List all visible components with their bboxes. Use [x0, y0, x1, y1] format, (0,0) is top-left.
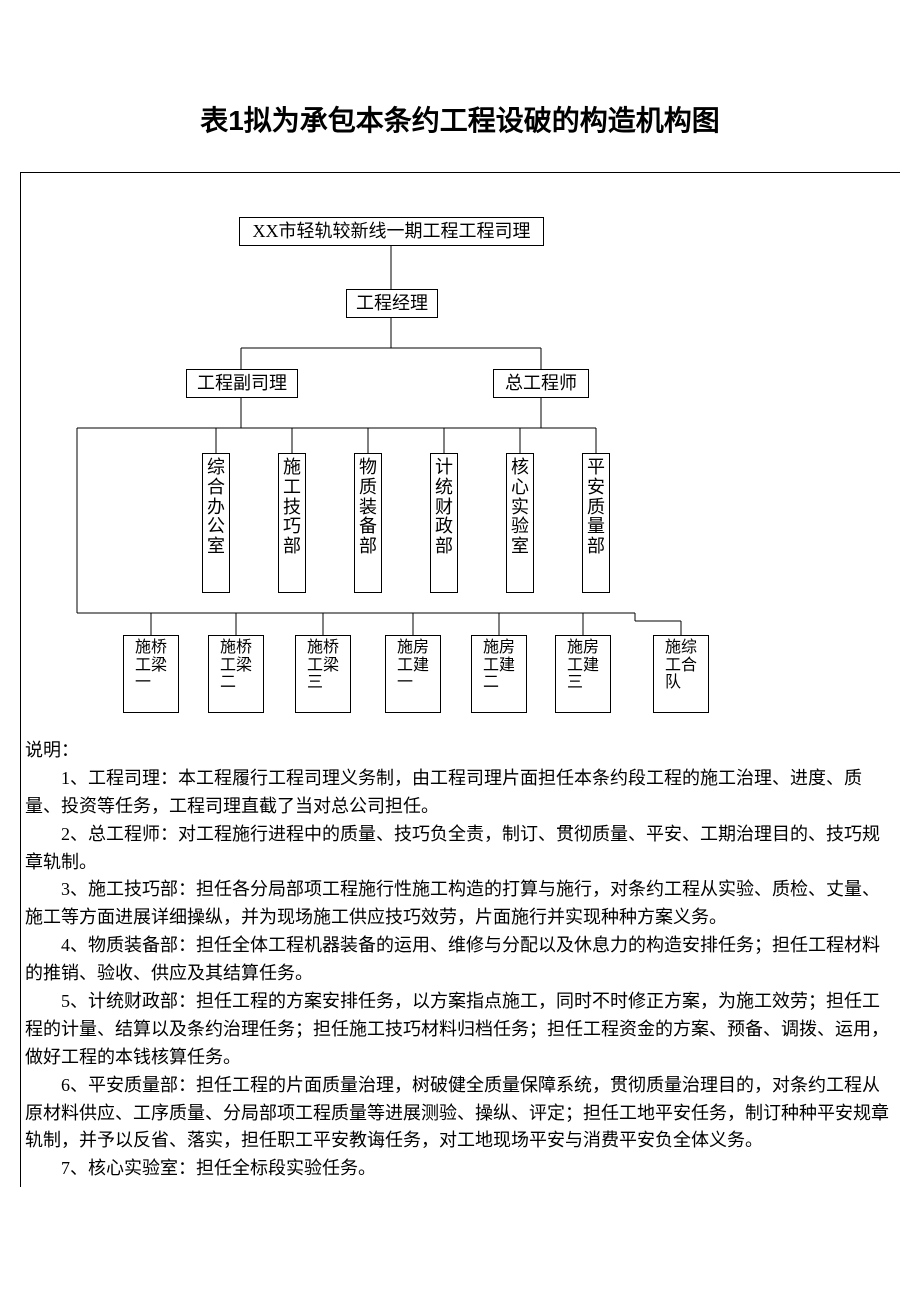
team-bridge-1: 施工一桥梁 [123, 635, 179, 713]
org-chart: XX市轻轨较新线一期工程工程司理 工程经理 工程副司理 总工程师 综合办公室 施… [21, 173, 900, 733]
node-chief: 总工程师 [493, 369, 589, 398]
description-block: 说明： 1、工程司理：本工程履行工程司理义务制，由工程司理片面担任本条约段工程的… [21, 733, 900, 1187]
desc-p1: 1、工程司理：本工程履行工程司理义务制，由工程司理片面担任本条约段工程的施工治理… [25, 765, 896, 821]
desc-p5: 5、计统财政部：担任工程的方案安排任务，以方案指点施工，同时不时修正方案，为施工… [25, 988, 896, 1072]
dept-materials: 物质装备部 [354, 453, 382, 593]
desc-label: 说明： [25, 737, 896, 765]
dept-lab: 核心实验室 [506, 453, 534, 593]
team-general: 施工队综合 [653, 635, 709, 713]
team-bridge-3: 施工三桥梁 [295, 635, 351, 713]
dept-tech: 施工技巧部 [278, 453, 306, 593]
desc-p4: 4、物质装备部：担任全体工程机器装备的运用、维修与分配以及休息力的构造安排任务；… [25, 932, 896, 988]
team-building-2: 施工二房建 [471, 635, 527, 713]
team-building-1: 施工一房建 [385, 635, 441, 713]
dept-safety: 平安质量部 [582, 453, 610, 593]
desc-p3: 3、施工技巧部：担任各分局部项工程施行性施工构造的打算与施行，对条约工程从实验、… [25, 876, 896, 932]
dept-finance: 计统财政部 [430, 453, 458, 593]
desc-p2: 2、总工程师：对工程施行进程中的质量、技巧负全责，制订、贯彻质量、平安、工期治理… [25, 821, 896, 877]
document-container: XX市轻轨较新线一期工程工程司理 工程经理 工程副司理 总工程师 综合办公室 施… [20, 172, 900, 1187]
dept-office: 综合办公室 [202, 453, 230, 593]
desc-p6: 6、平安质量部：担任工程的片面质量治理，树破健全质量保障系统，贯彻质量治理目的，… [25, 1072, 896, 1156]
team-bridge-2: 施工二桥梁 [208, 635, 264, 713]
node-top: XX市轻轨较新线一期工程工程司理 [239, 217, 544, 246]
page-title: 表1拟为承包本条约工程设破的构造机构图 [20, 100, 900, 142]
node-pm: 工程经理 [346, 289, 438, 318]
desc-p7: 7、核心实验室：担任全标段实验任务。 [25, 1155, 896, 1183]
team-building-3: 施工三房建 [555, 635, 611, 713]
node-deputy: 工程副司理 [186, 369, 298, 398]
